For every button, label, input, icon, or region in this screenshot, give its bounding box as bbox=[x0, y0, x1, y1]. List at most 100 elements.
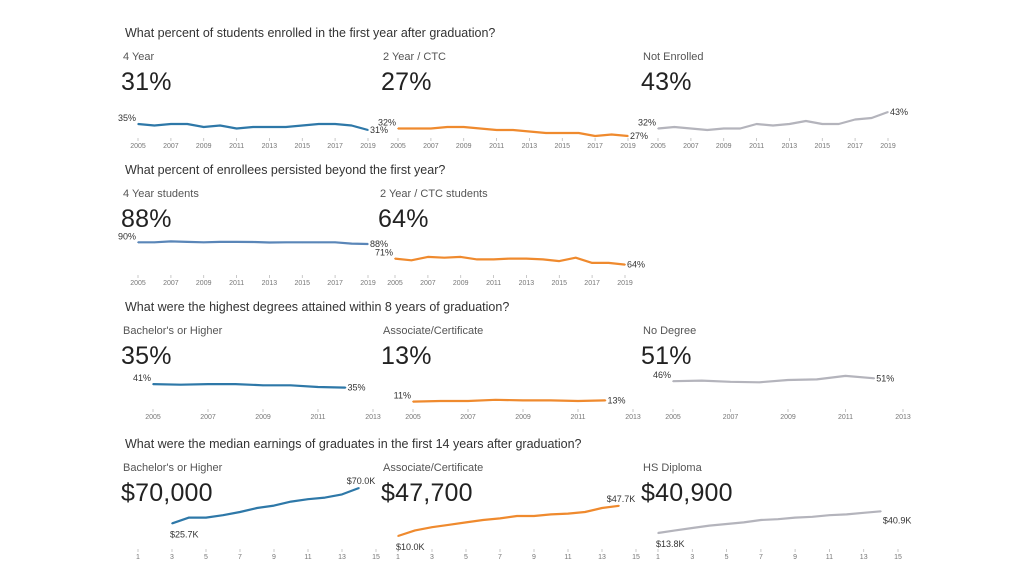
data-point bbox=[202, 241, 205, 244]
data-point bbox=[235, 241, 238, 243]
line-chart: 41% 35% 2005 2007 2009 2011 2013 bbox=[133, 373, 381, 421]
x-tick-label: 2013 bbox=[895, 414, 911, 421]
data-point bbox=[584, 511, 586, 513]
data-point bbox=[252, 241, 254, 243]
panel-label: 4 Year bbox=[123, 51, 155, 63]
data-point bbox=[301, 241, 304, 244]
series-line bbox=[657, 510, 881, 535]
data-point bbox=[448, 524, 450, 526]
panel-headline-value: 88% bbox=[121, 205, 172, 233]
x-tick-label: 7 bbox=[238, 554, 242, 561]
x-tick-label: 13 bbox=[860, 554, 868, 561]
x-tick-label: 2007 bbox=[683, 143, 699, 150]
data-point bbox=[186, 241, 189, 243]
line-chart: 11% 13% 2005 2007 2009 2011 2013 bbox=[394, 391, 641, 421]
x-tick-label: 2009 bbox=[453, 280, 469, 287]
data-point bbox=[594, 135, 596, 137]
data-point bbox=[706, 129, 709, 131]
panel-headline-value: 13% bbox=[381, 342, 432, 370]
start-value-label: 35% bbox=[118, 113, 136, 123]
data-point bbox=[542, 258, 544, 261]
line-chart: $13.8K$40.9K1 3 5 7 9 11 13 15 bbox=[656, 510, 911, 561]
data-point bbox=[528, 130, 531, 133]
data-point bbox=[350, 124, 353, 127]
data-point bbox=[811, 516, 814, 518]
data-point bbox=[604, 399, 607, 402]
panel-label: HS Diploma bbox=[643, 462, 702, 474]
x-tick-label: 11 bbox=[564, 554, 571, 561]
data-point bbox=[443, 256, 446, 259]
data-point bbox=[887, 111, 889, 113]
data-point bbox=[219, 241, 221, 243]
x-tick-label: 11 bbox=[304, 554, 311, 561]
data-point bbox=[256, 507, 258, 509]
series-line bbox=[152, 382, 346, 389]
data-point bbox=[657, 532, 659, 534]
data-point bbox=[207, 383, 209, 385]
data-point bbox=[788, 123, 791, 125]
data-point bbox=[462, 126, 465, 128]
start-value-label: $13.8K bbox=[656, 539, 685, 549]
chart-panel: Bachelor's or Higher 35% 41% 35% 2005 2007 200… bbox=[121, 325, 383, 425]
data-point bbox=[285, 241, 287, 244]
data-point bbox=[495, 129, 498, 131]
end-value-label: 27% bbox=[630, 131, 648, 141]
chart-panel: Not Enrolled 43% 32% 43% 2005 2007 2009 2011 201… bbox=[638, 51, 908, 151]
x-tick-label: 2009 bbox=[515, 414, 531, 421]
end-value-label: $70.0K bbox=[347, 476, 376, 486]
x-tick-label: 2007 bbox=[163, 280, 179, 287]
data-point bbox=[729, 381, 732, 383]
data-point bbox=[674, 529, 676, 532]
x-tick-label: 15 bbox=[894, 554, 902, 561]
series-line bbox=[672, 374, 875, 384]
data-point bbox=[672, 380, 674, 382]
data-point bbox=[317, 386, 319, 388]
data-point bbox=[430, 127, 432, 130]
line-chart: 32% 27% 2005 2007 2009 2011 2013 2015 2017 2019 bbox=[378, 118, 648, 151]
end-value-label: 88% bbox=[370, 239, 388, 249]
data-point bbox=[367, 129, 369, 131]
x-tick-label: 2019 bbox=[880, 143, 896, 150]
data-point bbox=[760, 519, 762, 521]
x-tick-label: 2013 bbox=[519, 280, 535, 287]
end-value-label: 51% bbox=[876, 373, 894, 383]
data-point bbox=[550, 513, 552, 516]
data-point bbox=[499, 517, 501, 520]
data-point bbox=[673, 126, 676, 128]
x-tick-label: 2013 bbox=[522, 143, 538, 150]
panel-headline-value: $70,000 bbox=[121, 479, 213, 507]
start-value-label: 11% bbox=[394, 391, 411, 401]
x-tick-label: 2009 bbox=[716, 143, 732, 150]
x-tick-label: 2013 bbox=[782, 143, 798, 150]
x-tick-label: 2019 bbox=[620, 143, 636, 150]
data-point bbox=[413, 127, 416, 130]
data-point bbox=[188, 516, 190, 519]
data-point bbox=[794, 516, 796, 519]
data-point bbox=[772, 124, 774, 127]
data-point bbox=[410, 259, 413, 262]
data-point bbox=[577, 132, 580, 134]
end-value-label: 35% bbox=[348, 383, 366, 393]
data-point bbox=[439, 400, 442, 402]
data-point bbox=[301, 124, 304, 127]
start-value-label: $10.0K bbox=[396, 542, 425, 552]
panel-headline-value: 43% bbox=[641, 68, 692, 96]
data-point bbox=[350, 242, 353, 245]
start-value-label: 90% bbox=[118, 231, 136, 241]
x-tick-label: 2009 bbox=[196, 143, 212, 150]
chart-panel: Bachelor's or Higher $70,000 $25.7K $70.0K 1… bbox=[121, 462, 383, 562]
series-line bbox=[171, 486, 360, 525]
data-point bbox=[153, 241, 156, 244]
data-point bbox=[558, 260, 561, 262]
data-point bbox=[821, 123, 824, 125]
end-value-label: 31% bbox=[370, 125, 388, 135]
data-point bbox=[701, 379, 703, 382]
data-point bbox=[816, 378, 818, 381]
x-tick-label: 2013 bbox=[262, 143, 278, 150]
chart-panel: No Degree 51% 46% 51% 2005 2007 2009 2011 2013 bbox=[641, 325, 911, 425]
data-point bbox=[758, 381, 761, 384]
data-point bbox=[742, 521, 745, 524]
panel-label: Associate/Certificate bbox=[383, 462, 484, 474]
line-chart: 35% 31% 2005 2007 2009 2011 2013 2015 2017 2019 bbox=[118, 113, 388, 150]
x-tick-label: 2011 bbox=[486, 280, 501, 287]
